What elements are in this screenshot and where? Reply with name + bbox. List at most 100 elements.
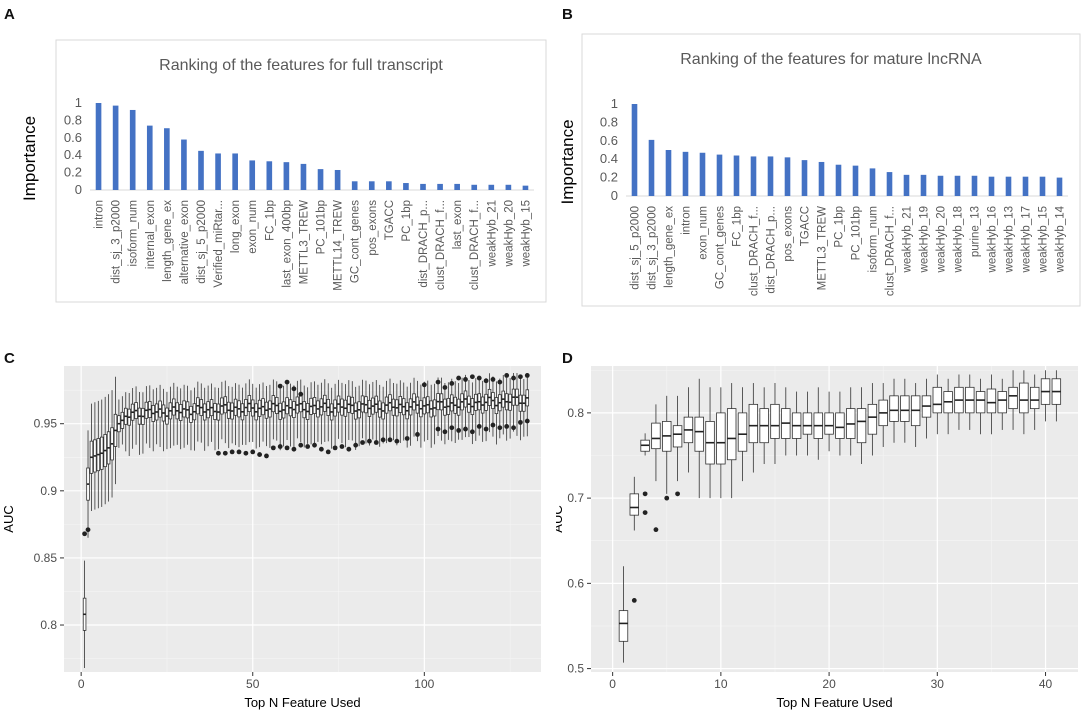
y-tick-label: 0.8 — [600, 114, 618, 129]
box — [716, 412, 726, 465]
bar — [631, 104, 638, 196]
box-whisker — [408, 382, 413, 446]
box-whisker — [192, 387, 197, 451]
x-tick-label: weakHyb_13 — [1004, 206, 1016, 273]
box-whisker — [456, 383, 461, 440]
bar — [818, 161, 825, 196]
x-tick-label: dist_sj_3_p2000 — [647, 206, 659, 290]
x-tick-label: intron — [94, 200, 106, 229]
box — [1030, 386, 1040, 410]
x-tick-label: METTL3_TREW — [817, 206, 829, 290]
x-tick-label: dist_sj_5_p2000 — [196, 200, 208, 284]
x-tick-label: weakHyb_16 — [987, 206, 999, 273]
box-whisker — [371, 381, 375, 440]
panel-label-c: C — [4, 350, 15, 367]
x-tick-label: alternative_exon — [179, 200, 191, 284]
outlier-point — [305, 444, 311, 449]
box — [726, 408, 737, 461]
outlier-point — [298, 442, 304, 448]
box-whisker — [93, 402, 97, 510]
bar — [198, 150, 204, 190]
outlier-point — [435, 426, 441, 432]
outlier-point — [270, 445, 276, 451]
bar — [869, 168, 876, 196]
box-whisker — [965, 374, 975, 430]
box-whisker — [161, 388, 166, 452]
x-tick-label: dist_sj_3_p2000 — [111, 200, 123, 284]
x-tick-label: 100 — [414, 677, 434, 691]
outlier-point — [631, 598, 637, 603]
bar — [437, 183, 443, 190]
outlier-point — [291, 386, 297, 392]
box-whisker — [480, 380, 485, 442]
box-whisker — [1019, 370, 1029, 435]
outlier-point — [435, 379, 441, 385]
bar — [750, 156, 757, 196]
box-whisker — [172, 382, 176, 446]
y-tick-label: 0.6 — [600, 133, 618, 148]
box-whisker — [127, 393, 131, 457]
box-whisker — [254, 387, 258, 449]
box-whisker — [343, 384, 348, 448]
x-tick-label: 30 — [931, 677, 945, 691]
box-whisker — [247, 379, 252, 443]
outlier-point — [394, 438, 400, 444]
box-whisker — [618, 566, 629, 663]
bar — [954, 175, 961, 196]
box-whisker — [233, 383, 238, 446]
outlier-point — [642, 491, 648, 497]
box-whisker — [309, 382, 313, 445]
x-tick-label: pos_exons — [783, 206, 795, 262]
outlier-point — [236, 449, 242, 455]
bar — [835, 164, 842, 196]
bar — [852, 165, 859, 196]
box — [694, 416, 704, 452]
x-tick-label: isoform_num — [868, 206, 880, 272]
box-whisker — [716, 387, 726, 499]
box-whisker — [202, 387, 207, 451]
box-whisker — [460, 377, 464, 440]
outlier-point — [298, 391, 304, 397]
x-tick-label: METTL14_TREW — [333, 200, 345, 291]
chart-title: Ranking of the features for full transcr… — [159, 57, 443, 74]
box-whisker — [350, 381, 355, 441]
x-tick-label: PC_101bp — [851, 206, 863, 260]
box-whisker — [791, 391, 802, 456]
y-tick-label: 0.2 — [600, 170, 618, 185]
outlier-point — [318, 446, 324, 452]
box-whisker — [305, 387, 310, 444]
box-whisker — [182, 384, 186, 448]
bar — [368, 181, 375, 190]
outlier-point — [490, 422, 496, 428]
bar — [471, 184, 478, 190]
x-axis-title: Top N Feature Used — [244, 695, 360, 710]
bar — [937, 175, 944, 196]
bar — [784, 157, 791, 196]
box-whisker — [432, 383, 437, 445]
box-whisker — [113, 376, 118, 485]
x-tick-label: internal_exon — [145, 200, 157, 269]
bar — [971, 175, 978, 196]
outlier-point — [387, 437, 393, 443]
box-whisker — [384, 380, 389, 444]
box-whisker — [134, 386, 138, 445]
box-whisker — [206, 385, 210, 447]
x-tick-label: isoform_num — [128, 200, 140, 266]
box — [900, 395, 910, 422]
x-tick-label: TGACC — [800, 206, 812, 246]
box-whisker — [244, 383, 248, 445]
box-whisker — [377, 384, 382, 447]
box-whisker — [470, 382, 475, 445]
x-tick-label: Verified_miRtar... — [213, 200, 225, 288]
y-tick-label: 0.8 — [64, 112, 82, 127]
box — [1019, 382, 1029, 414]
box-whisker — [1008, 370, 1018, 430]
box-whisker — [336, 379, 341, 439]
bar — [1039, 176, 1046, 196]
box-whisker — [209, 383, 214, 442]
box-whisker — [158, 384, 162, 447]
bar — [767, 156, 774, 196]
x-tick-label: pos_exons — [367, 200, 379, 256]
bar — [164, 128, 170, 190]
y-tick-label: 0.6 — [64, 130, 82, 145]
